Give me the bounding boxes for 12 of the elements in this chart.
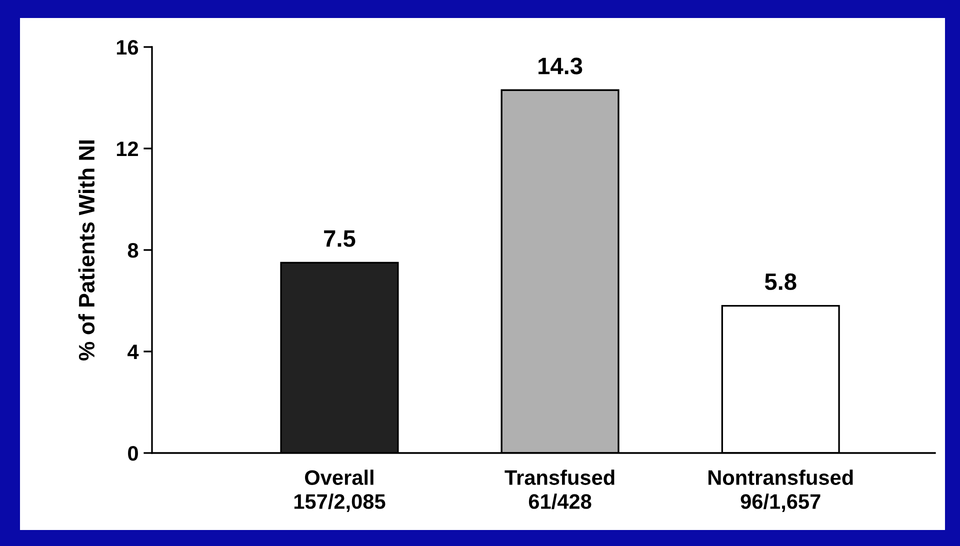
x-tick-label: Transfused 61/428	[504, 470, 614, 510]
data-label: 7.5	[324, 230, 356, 247]
y-tick-label: 16	[116, 40, 138, 55]
x-tick-label: Overall 157/2,085	[294, 470, 386, 512]
y-axis-title: % of Patients With NI	[78, 140, 95, 360]
y-tick-label: 0	[128, 446, 138, 461]
y-tick-label: 8	[128, 243, 138, 258]
data-label: 14.3	[538, 58, 582, 74]
data-label: 5.8	[764, 273, 796, 290]
y-tick-label: 12	[116, 142, 138, 156]
y-tick-label: 4	[128, 344, 139, 360]
x-tick-label: Nontransfused 96/1,657	[708, 470, 853, 512]
